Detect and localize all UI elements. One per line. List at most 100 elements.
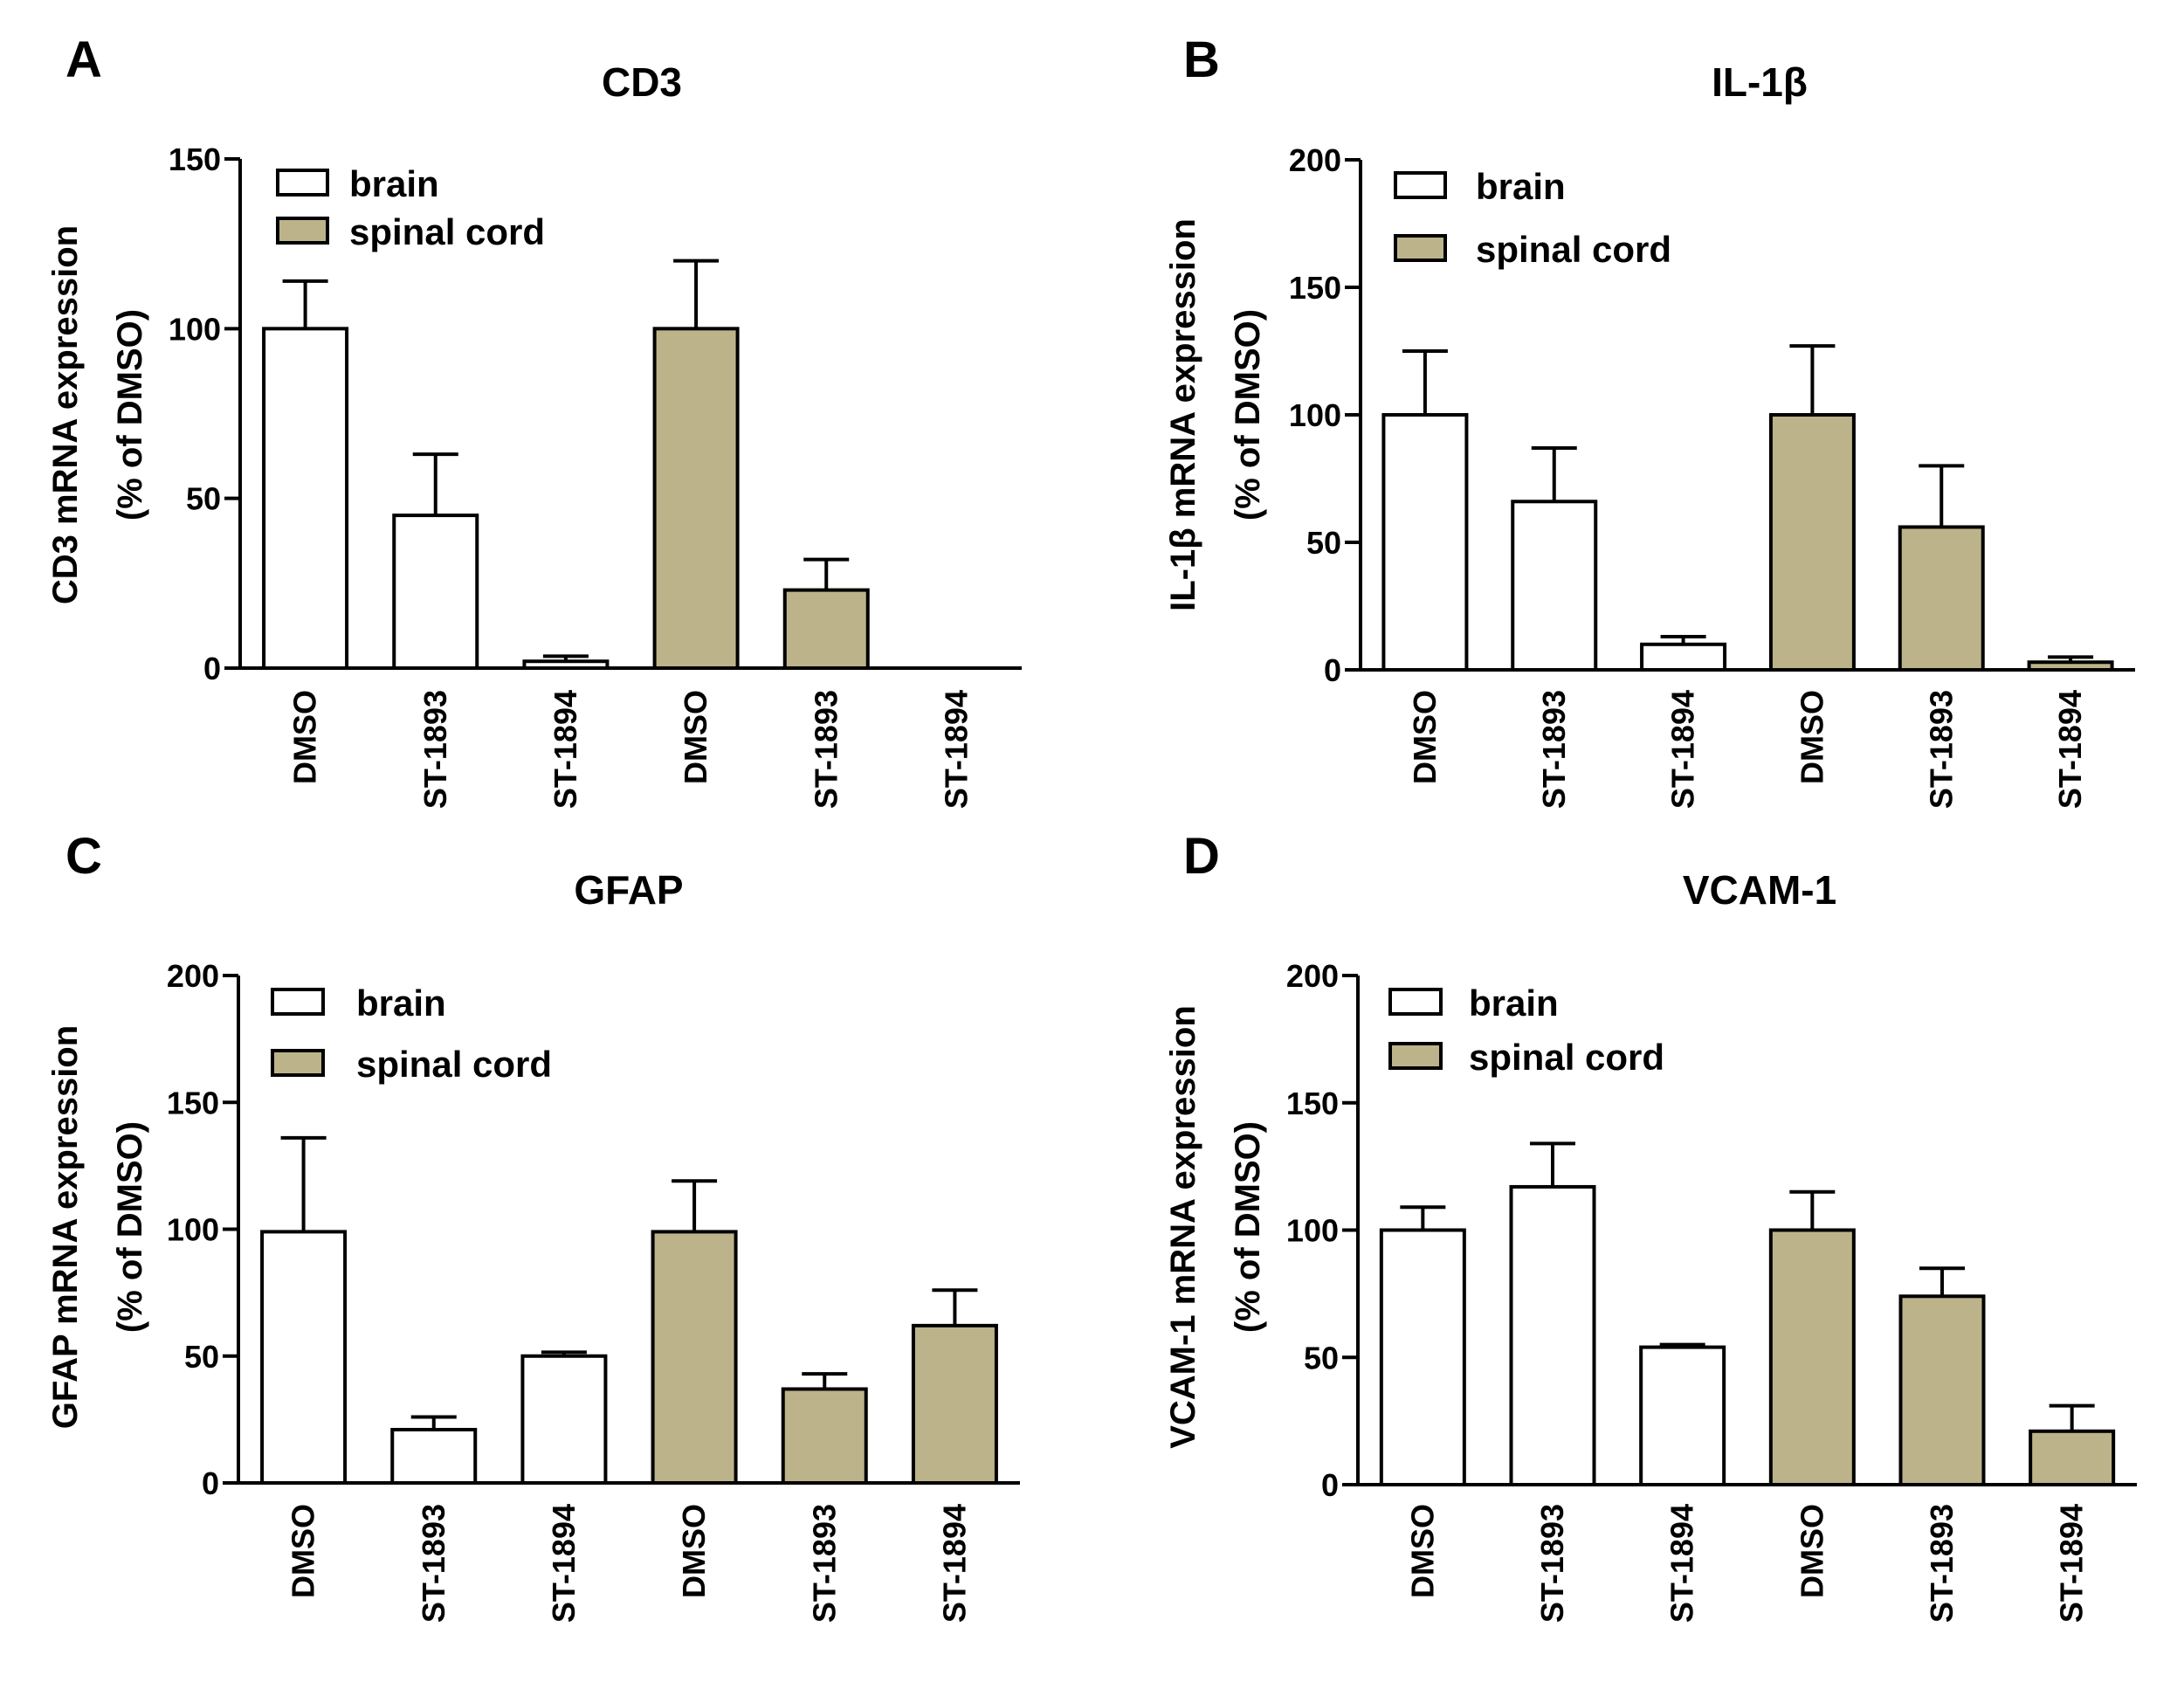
panel-a: A CD3 CD3 mRNA expression (% of DMSO) 0 50 100… <box>46 31 1022 809</box>
y-tick-label: 100 <box>1289 397 1341 433</box>
y-tick-label: 200 <box>167 958 219 994</box>
legend-swatch-spinal-cord <box>271 1049 325 1077</box>
legend-swatch-spinal-cord <box>276 217 329 245</box>
bar-brain <box>1511 500 1598 672</box>
bar-brain <box>1509 1184 1596 1486</box>
y-tick-label: 0 <box>202 1465 219 1501</box>
bar-spinal-cord <box>2027 660 2114 672</box>
x-tick-label: ST-1893 <box>416 1504 451 1623</box>
x-tick-label: DMSO <box>678 690 713 784</box>
x-tick-label: ST-1893 <box>1534 1504 1570 1623</box>
bar-brain <box>520 1354 608 1485</box>
bar-spinal-cord <box>2029 1429 2116 1487</box>
y-tick-label: 0 <box>203 651 221 686</box>
legend-swatch-brain <box>1394 171 1447 199</box>
panel-letter: D <box>1183 828 1220 885</box>
bar-spinal-cord <box>652 327 740 670</box>
bar-spinal-cord <box>911 1323 998 1486</box>
y-tick-label: 50 <box>1304 1340 1339 1376</box>
y-axis-label-units: (% of DMSO) <box>111 309 149 521</box>
y-tick-label: 100 <box>1286 1213 1339 1249</box>
y-tick-label: 50 <box>1306 525 1341 561</box>
y-axis-label-units: (% of DMSO) <box>1229 309 1267 521</box>
bar-spinal-cord <box>1898 1294 1986 1487</box>
panel-letter: C <box>65 828 102 885</box>
panel-c: C GFAP GFAP mRNA expression (% of DMSO) 0 50 1… <box>46 828 1020 1623</box>
y-tick-label: 0 <box>1324 652 1341 688</box>
y-tick-label: 100 <box>167 1212 219 1248</box>
bar-brain <box>392 514 479 670</box>
x-tick-label: ST-1893 <box>1923 690 1959 809</box>
chart-title: VCAM-1 <box>1683 867 1836 913</box>
panel-letter: B <box>1183 31 1220 88</box>
y-axis-label-units: (% of DMSO) <box>1229 1121 1267 1333</box>
bar-brain <box>1381 413 1469 672</box>
y-tick-label: 50 <box>184 1339 219 1375</box>
legend-label-spinal-cord: spinal cord <box>356 1044 552 1085</box>
bar-spinal-cord <box>1768 1228 1856 1486</box>
y-tick-label: 150 <box>167 1085 219 1120</box>
x-tick-label: DMSO <box>1794 690 1829 784</box>
x-tick-label: DMSO <box>1407 690 1443 784</box>
x-tick-label: ST-1894 <box>2054 1504 2090 1623</box>
legend-swatch-brain <box>271 988 325 1016</box>
panel-letter: A <box>65 31 102 88</box>
y-axis-label: VCAM-1 mRNA expression <box>1164 1005 1202 1449</box>
y-tick-label: 150 <box>169 141 221 177</box>
chart-title: GFAP <box>574 867 683 913</box>
x-tick-label: ST-1893 <box>1924 1504 1960 1623</box>
x-tick-label: DMSO <box>1794 1504 1829 1598</box>
x-tick-label: ST-1893 <box>1536 690 1572 809</box>
y-axis-label-units: (% of DMSO) <box>111 1121 149 1333</box>
bar-brain <box>522 659 610 671</box>
legend-label-spinal-cord: spinal cord <box>1476 229 1671 270</box>
x-tick-label: ST-1894 <box>548 690 583 809</box>
legend: brain spinal cord <box>1388 982 1664 1078</box>
legend-label-brain: brain <box>349 163 439 204</box>
chart-title: CD3 <box>602 59 682 105</box>
y-tick-label: 100 <box>169 311 221 347</box>
x-tick-label: ST-1894 <box>938 690 974 809</box>
y-tick-label: 200 <box>1286 958 1339 994</box>
y-tick-label: 50 <box>186 481 221 517</box>
legend-label-brain: brain <box>356 982 446 1024</box>
y-tick-label: 0 <box>1321 1467 1339 1503</box>
bar-brain <box>1639 1345 1726 1486</box>
legend: brain spinal cord <box>1394 166 1671 270</box>
y-tick-label: 200 <box>1289 142 1341 178</box>
x-tick-label: ST-1894 <box>1665 690 1701 809</box>
y-tick-label: 150 <box>1289 270 1341 306</box>
bar-brain <box>1379 1228 1466 1486</box>
x-tick-label: ST-1893 <box>417 690 453 809</box>
x-tick-label: DMSO <box>287 690 323 784</box>
bar-brain <box>1640 642 1727 672</box>
y-tick-label: 150 <box>1286 1086 1339 1121</box>
x-tick-label: ST-1893 <box>806 1504 842 1623</box>
y-axis-label: IL-1β mRNA expression <box>1164 218 1202 611</box>
x-tick-label: DMSO <box>676 1504 712 1598</box>
bar-brain <box>260 1230 348 1486</box>
y-axis-label: CD3 mRNA expression <box>46 225 85 604</box>
legend-label-spinal-cord: spinal cord <box>1469 1037 1664 1078</box>
x-tick-label: ST-1894 <box>546 1504 582 1623</box>
legend-label-brain: brain <box>1469 982 1559 1024</box>
legend-swatch-brain <box>1388 988 1443 1016</box>
panel-d: D VCAM-1 VCAM-1 mRNA expression (% of DMSO)… <box>1164 828 2137 1623</box>
x-tick-label: ST-1894 <box>2052 690 2088 809</box>
legend: brain spinal cord <box>276 163 545 252</box>
panel-b: B IL-1β IL-1β mRNA expression (% of DMSO) 0 5… <box>1164 31 2135 809</box>
x-tick-label: ST-1894 <box>1664 1504 1700 1623</box>
x-tick-label: DMSO <box>286 1504 321 1598</box>
legend-label-brain: brain <box>1476 166 1566 207</box>
chart-title: IL-1β <box>1712 59 1808 105</box>
legend-swatch-spinal-cord <box>1388 1042 1443 1070</box>
bar-brain <box>390 1427 478 1485</box>
bar-spinal-cord <box>782 588 870 671</box>
x-tick-label: ST-1893 <box>808 690 844 809</box>
y-axis-label: GFAP mRNA expression <box>46 1025 85 1429</box>
legend-swatch-spinal-cord <box>1394 234 1447 262</box>
legend-swatch-brain <box>276 169 329 196</box>
bar-spinal-cord <box>1768 413 1856 672</box>
bar-spinal-cord <box>781 1387 868 1486</box>
